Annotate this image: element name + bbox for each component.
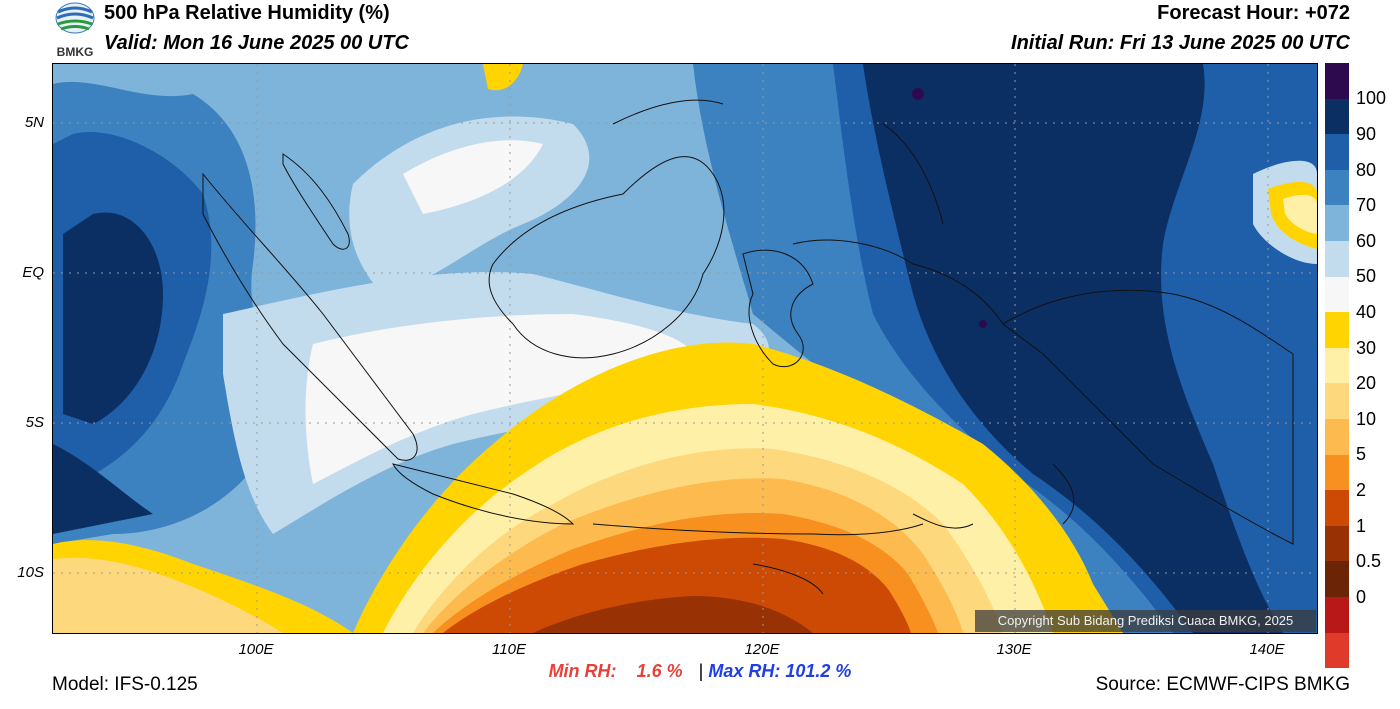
logo-text: BMKG — [57, 45, 94, 58]
colorbar-swatch — [1325, 454, 1349, 491]
bmkg-logo: BMKG — [52, 2, 98, 59]
humidity-field — [53, 64, 1317, 633]
colorbar-swatch — [1325, 169, 1349, 206]
lon-label: 110E — [492, 641, 526, 658]
lon-label: 130E — [996, 641, 1032, 658]
model-label: Model: IFS-0.125 — [52, 674, 198, 695]
max-rh: Max RH: 101.2 % — [708, 661, 851, 681]
colorbar-swatch — [1325, 561, 1349, 597]
colorbar-label: 80 — [1356, 160, 1377, 180]
max-rh-label: Max RH: — [708, 661, 781, 681]
map-title: 500 hPa Relative Humidity (%) — [104, 2, 390, 24]
lon-label: 100E — [238, 641, 274, 658]
colorbar-swatch — [1325, 205, 1349, 241]
colorbar-label: 5 — [1356, 444, 1367, 464]
coastlines — [202, 99, 1294, 595]
colorbar-label: 0 — [1356, 587, 1367, 607]
lon-label: 120E — [744, 641, 780, 658]
colorbar — [1325, 63, 1349, 669]
colorbar-label: 70 — [1356, 195, 1377, 215]
colorbar-label: 60 — [1356, 231, 1377, 251]
colorbar-swatch — [1325, 418, 1349, 455]
colorbar-swatch — [1325, 98, 1349, 135]
max-rh-value: 101.2 % — [785, 661, 852, 681]
colorbar-label: 30 — [1356, 338, 1377, 358]
colorbar-label: 1 — [1356, 516, 1367, 536]
initial-run: Initial Run: Fri 13 June 2025 00 UTC — [1011, 32, 1350, 54]
colorbar-label: 10 — [1356, 409, 1377, 429]
colorbar-label: 0.5 — [1356, 551, 1382, 571]
colorbar-swatch — [1325, 632, 1349, 669]
colorbar-swatch — [1325, 525, 1349, 562]
colorbar-label: 90 — [1356, 124, 1377, 144]
colorbar-swatch — [1325, 312, 1349, 348]
valid-time: Valid: Mon 16 June 2025 00 UTC — [104, 32, 409, 54]
colorbar-swatch — [1325, 347, 1349, 384]
lat-label: 5S — [25, 414, 44, 431]
colorbar-swatch — [1325, 276, 1349, 313]
humidity-map — [52, 63, 1318, 634]
rh-stats: Min RH: 1.6 % | Max RH: 101.2 % — [0, 661, 1400, 682]
colorbar-swatch — [1325, 596, 1349, 633]
lon-label: 140E — [1249, 641, 1285, 658]
colorbar-swatch — [1325, 383, 1349, 419]
colorbar-swatch — [1325, 490, 1349, 526]
lat-label: EQ — [22, 264, 44, 281]
colorbar-label: 2 — [1356, 480, 1367, 500]
min-rh: Min RH: 1.6 % — [549, 661, 688, 681]
source-label: Source: ECMWF-CIPS BMKG — [1095, 674, 1350, 695]
forecast-hour: Forecast Hour: +072 — [1157, 2, 1350, 24]
lat-label: 5N — [24, 114, 44, 131]
copyright-notice: Copyright Sub Bidang Prediksi Cuaca BMKG… — [975, 610, 1316, 632]
colorbar-swatch — [1325, 63, 1349, 99]
stats-separator: | — [698, 661, 704, 681]
colorbar-label: 100 — [1356, 88, 1387, 108]
colorbar-label: 50 — [1356, 266, 1377, 286]
colorbar-label: 40 — [1356, 302, 1377, 322]
colorbar-swatch — [1325, 134, 1349, 170]
min-rh-value: 1.6 % — [636, 661, 683, 681]
min-rh-label: Min RH: — [548, 661, 617, 681]
colorbar-label: 20 — [1356, 373, 1377, 393]
lat-label: 10S — [17, 564, 44, 581]
colorbar-swatch — [1325, 240, 1349, 277]
